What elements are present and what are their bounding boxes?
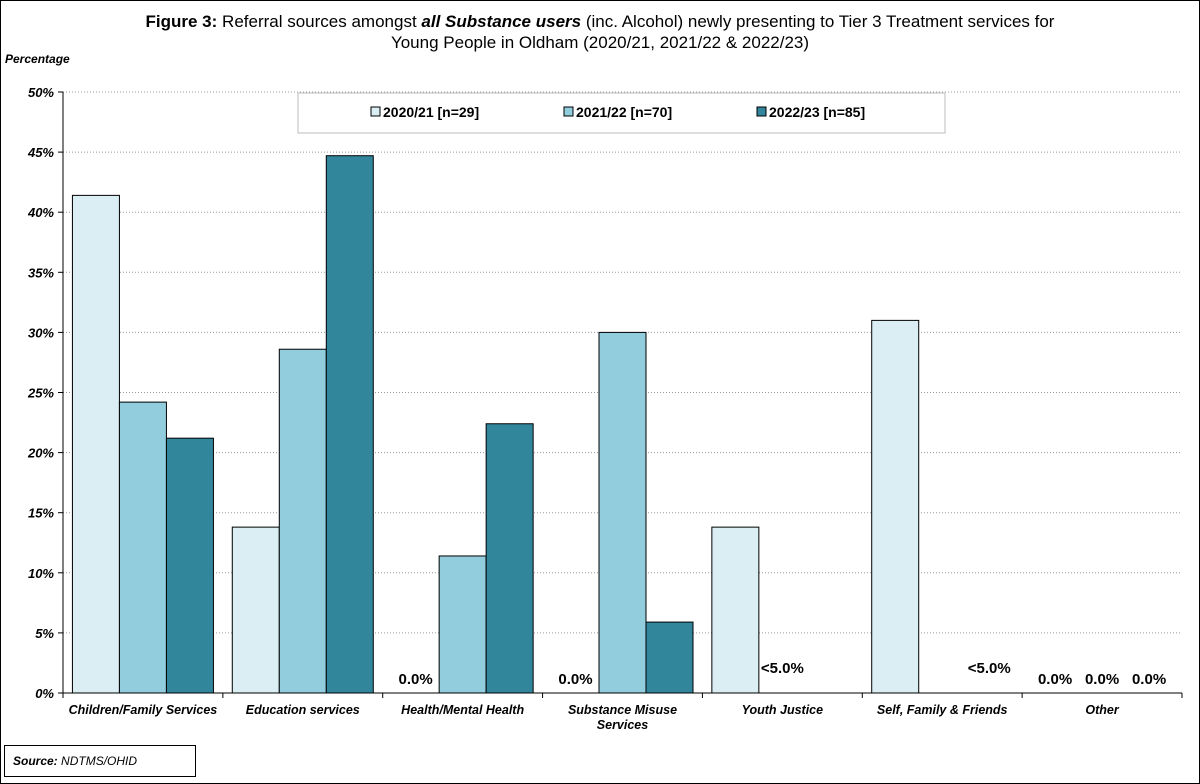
- y-tick-label: 35%: [28, 265, 54, 280]
- data-label: <5.0%: [968, 660, 1011, 677]
- data-label: 0.0%: [399, 671, 433, 688]
- legend-label: 2022/23 [n=85]: [769, 104, 865, 120]
- x-category-label: Other: [1085, 703, 1119, 717]
- y-tick-label: 30%: [28, 325, 54, 340]
- title-part2: (inc. Alcohol) newly presenting to Tier …: [581, 12, 1055, 31]
- x-category-label: Youth Justice: [742, 703, 824, 717]
- data-label: 0.0%: [1085, 671, 1119, 688]
- y-axis-title: Percentage: [5, 52, 70, 66]
- bar: [165, 437, 214, 694]
- chart-title: Figure 3: Referral sources amongst all S…: [100, 11, 1100, 53]
- bar: [645, 621, 694, 694]
- bar: [711, 526, 760, 694]
- source-label: Source:: [13, 754, 58, 768]
- bar: [118, 401, 167, 694]
- bar: [485, 423, 534, 694]
- y-tick-label: 15%: [28, 506, 54, 521]
- bar: [598, 331, 647, 694]
- title-line2: Young People in Oldham (2020/21, 2021/22…: [390, 33, 810, 52]
- x-category-label: Children/Family Services: [69, 703, 218, 717]
- title-part1: Referral sources amongst: [217, 12, 422, 31]
- y-tick-label: 10%: [28, 566, 54, 581]
- x-category-label: Self, Family & Friends: [877, 703, 1008, 717]
- legend-swatch: [563, 106, 574, 117]
- data-label: 0.0%: [1038, 671, 1072, 688]
- y-tick-label: 20%: [27, 446, 54, 461]
- title-emphasis: all Substance users: [421, 12, 582, 31]
- x-category-label: Education services: [246, 703, 360, 717]
- x-category-label: Substance Misuse: [568, 703, 677, 717]
- legend-swatch: [756, 106, 767, 117]
- y-tick-label: 5%: [35, 626, 54, 641]
- bar: [325, 155, 374, 694]
- y-tick-label: 40%: [27, 205, 54, 220]
- source-box: Source: NDTMS/OHID: [4, 745, 196, 777]
- data-label: <5.0%: [761, 660, 804, 677]
- legend-swatch: [370, 106, 381, 117]
- legend-box: [297, 92, 946, 134]
- y-tick-label: 45%: [27, 145, 54, 160]
- bar: [278, 348, 327, 694]
- y-tick-label: 50%: [28, 85, 54, 100]
- source-value: NDTMS/OHID: [61, 754, 138, 768]
- bar: [438, 555, 487, 694]
- y-tick-label: 0%: [35, 686, 54, 701]
- legend-label: 2020/21 [n=29]: [383, 104, 479, 120]
- bar: [231, 526, 280, 694]
- y-tick-label: 25%: [27, 386, 54, 401]
- x-category-label: Services: [597, 718, 648, 732]
- legend-label: 2021/22 [n=70]: [576, 104, 672, 120]
- x-category-label: Health/Mental Health: [401, 703, 524, 717]
- bar: [871, 319, 920, 694]
- data-label: 0.0%: [1132, 671, 1166, 688]
- bar: [71, 194, 120, 694]
- title-prefix: Figure 3:: [145, 12, 218, 31]
- data-label: 0.0%: [558, 671, 592, 688]
